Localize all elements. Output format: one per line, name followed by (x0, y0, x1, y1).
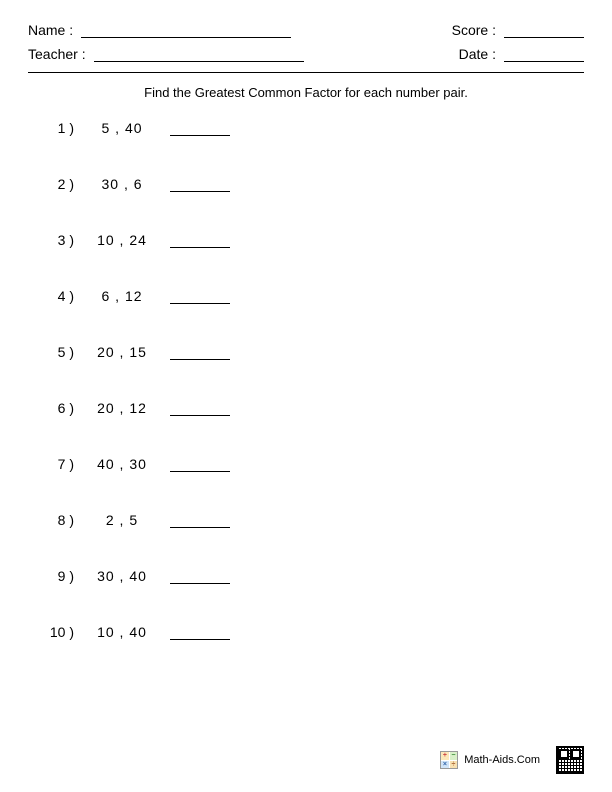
problem-row: 2 ) 30 , 6 (40, 176, 584, 192)
answer-input-line[interactable] (170, 583, 230, 584)
problem-number: 3 ) (40, 232, 78, 248)
qr-code-icon (556, 746, 584, 774)
problem-pair: 30 , 6 (78, 176, 166, 192)
problem-number: 4 ) (40, 288, 78, 304)
date-field-group: Date : (459, 46, 584, 62)
problem-row: 6 ) 20 , 12 (40, 400, 584, 416)
answer-input-line[interactable] (170, 191, 230, 192)
header-divider (28, 72, 584, 73)
answer-input-line[interactable] (170, 303, 230, 304)
answer-input-line[interactable] (170, 471, 230, 472)
name-input-line[interactable] (81, 22, 291, 38)
problems-list: 1 ) 5 , 40 2 ) 30 , 6 3 ) 10 , 24 4 ) 6 … (28, 120, 584, 640)
problem-pair: 30 , 40 (78, 568, 166, 584)
problem-pair: 2 , 5 (78, 512, 166, 528)
answer-input-line[interactable] (170, 135, 230, 136)
problem-row: 8 ) 2 , 5 (40, 512, 584, 528)
problem-row: 10 ) 10 , 40 (40, 624, 584, 640)
problem-row: 3 ) 10 , 24 (40, 232, 584, 248)
answer-input-line[interactable] (170, 639, 230, 640)
date-input-line[interactable] (504, 46, 584, 62)
problem-number: 7 ) (40, 456, 78, 472)
header-row-1: Name : Score : (28, 22, 584, 38)
footer-site-text: Math-Aids.Com (464, 754, 540, 766)
problem-row: 9 ) 30 , 40 (40, 568, 584, 584)
answer-input-line[interactable] (170, 527, 230, 528)
score-label: Score : (452, 22, 496, 38)
header-row-2: Teacher : Date : (28, 46, 584, 62)
score-field-group: Score : (452, 22, 584, 38)
problem-row: 7 ) 40 , 30 (40, 456, 584, 472)
problem-row: 1 ) 5 , 40 (40, 120, 584, 136)
problem-number: 2 ) (40, 176, 78, 192)
math-aids-logo-icon: + − × ÷ (440, 751, 458, 769)
name-field-group: Name : (28, 22, 291, 38)
problem-pair: 10 , 24 (78, 232, 166, 248)
score-input-line[interactable] (504, 22, 584, 38)
date-label: Date : (459, 46, 496, 62)
teacher-input-line[interactable] (94, 46, 304, 62)
problem-number: 9 ) (40, 568, 78, 584)
problem-number: 5 ) (40, 344, 78, 360)
problem-row: 5 ) 20 , 15 (40, 344, 584, 360)
footer: + − × ÷ Math-Aids.Com (440, 746, 584, 774)
problem-pair: 20 , 15 (78, 344, 166, 360)
teacher-label: Teacher : (28, 46, 86, 62)
problem-pair: 20 , 12 (78, 400, 166, 416)
teacher-field-group: Teacher : (28, 46, 304, 62)
name-label: Name : (28, 22, 73, 38)
problem-number: 6 ) (40, 400, 78, 416)
problem-number: 1 ) (40, 120, 78, 136)
problem-pair: 10 , 40 (78, 624, 166, 640)
answer-input-line[interactable] (170, 359, 230, 360)
answer-input-line[interactable] (170, 415, 230, 416)
problem-number: 8 ) (40, 512, 78, 528)
instruction-text: Find the Greatest Common Factor for each… (28, 85, 584, 100)
problem-pair: 40 , 30 (78, 456, 166, 472)
problem-number: 10 ) (40, 624, 78, 640)
worksheet-header: Name : Score : Teacher : Date : (28, 22, 584, 62)
problem-row: 4 ) 6 , 12 (40, 288, 584, 304)
problem-pair: 6 , 12 (78, 288, 166, 304)
answer-input-line[interactable] (170, 247, 230, 248)
problem-pair: 5 , 40 (78, 120, 166, 136)
